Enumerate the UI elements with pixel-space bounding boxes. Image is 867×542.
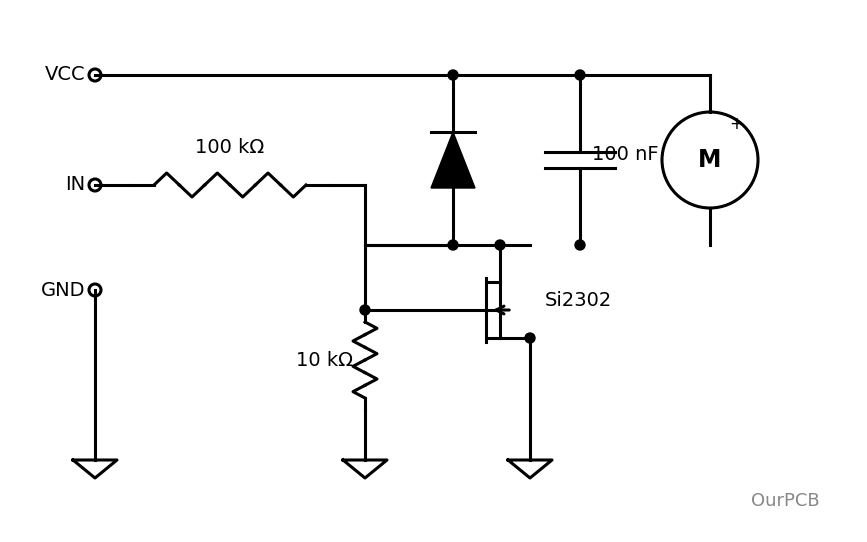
Polygon shape: [431, 132, 475, 188]
Circle shape: [360, 305, 370, 315]
Text: 100 kΩ: 100 kΩ: [195, 138, 264, 157]
Circle shape: [575, 70, 585, 80]
Text: IN: IN: [65, 176, 85, 195]
Text: M: M: [698, 148, 721, 172]
Circle shape: [575, 240, 585, 250]
Text: GND: GND: [41, 281, 85, 300]
Text: Si2302: Si2302: [545, 291, 612, 309]
Circle shape: [495, 240, 505, 250]
Text: OurPCB: OurPCB: [752, 492, 820, 510]
Text: VCC: VCC: [44, 66, 85, 85]
Circle shape: [525, 333, 535, 343]
Text: +: +: [729, 115, 743, 133]
Text: 100 nF: 100 nF: [592, 145, 659, 165]
Circle shape: [448, 70, 458, 80]
Text: 10 kΩ: 10 kΩ: [296, 351, 353, 370]
Circle shape: [448, 240, 458, 250]
